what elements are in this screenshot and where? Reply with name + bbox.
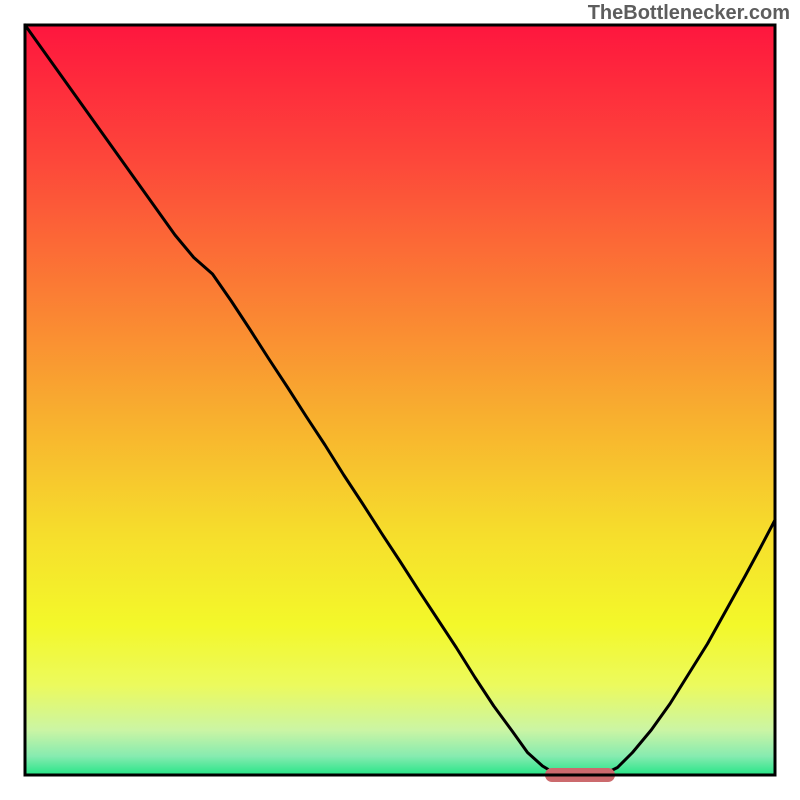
watermark-text: TheBottlenecker.com — [588, 2, 790, 25]
bottleneck-chart — [0, 0, 800, 800]
gradient-background — [25, 25, 775, 775]
